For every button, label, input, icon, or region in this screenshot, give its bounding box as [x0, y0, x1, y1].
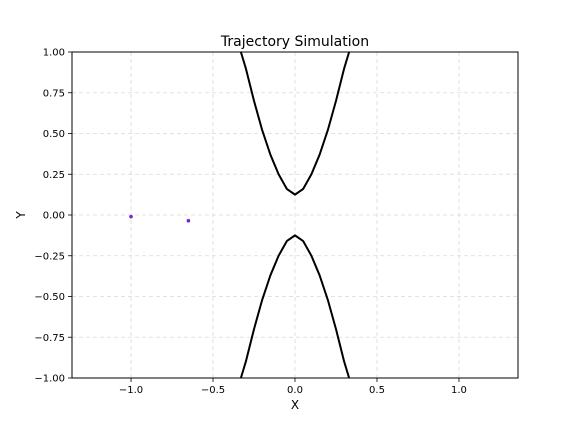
y-tick-label: −0.75 [34, 333, 65, 344]
x-axis-label: X [291, 398, 299, 412]
axis-ticks: −1.0 −0.5 0.0 0.5 1.0 −1.00 −0.75 −0.50 −0.25 0.0… [34, 48, 467, 397]
chart-title: Trajectory Simulation [220, 34, 369, 50]
y-tick-label: 0.50 [43, 129, 65, 140]
trajectory-point [129, 214, 133, 219]
lower-boundary-curve [239, 234, 351, 379]
trajectory-points [129, 214, 191, 223]
y-tick-label: 0.75 [43, 88, 65, 99]
boundary-curves [239, 51, 351, 379]
x-tick-label: −1.0 [119, 385, 143, 396]
x-tick-label: 0.5 [369, 385, 385, 396]
x-tick-label: 1.0 [451, 385, 467, 396]
y-tick-label: 1.00 [43, 48, 65, 59]
x-tick-label: 0.0 [287, 385, 303, 396]
y-axis-label: Y [14, 211, 28, 220]
x-tick-label: −0.5 [201, 385, 225, 396]
y-tick-label: 0.25 [43, 170, 65, 181]
trajectory-point [186, 218, 191, 223]
y-tick-label: −1.00 [34, 374, 65, 385]
y-tick-label: −0.25 [34, 251, 65, 262]
y-tick-label: 0.00 [43, 211, 65, 222]
y-tick-label: −0.50 [34, 292, 65, 303]
upper-boundary-curve [239, 51, 351, 196]
